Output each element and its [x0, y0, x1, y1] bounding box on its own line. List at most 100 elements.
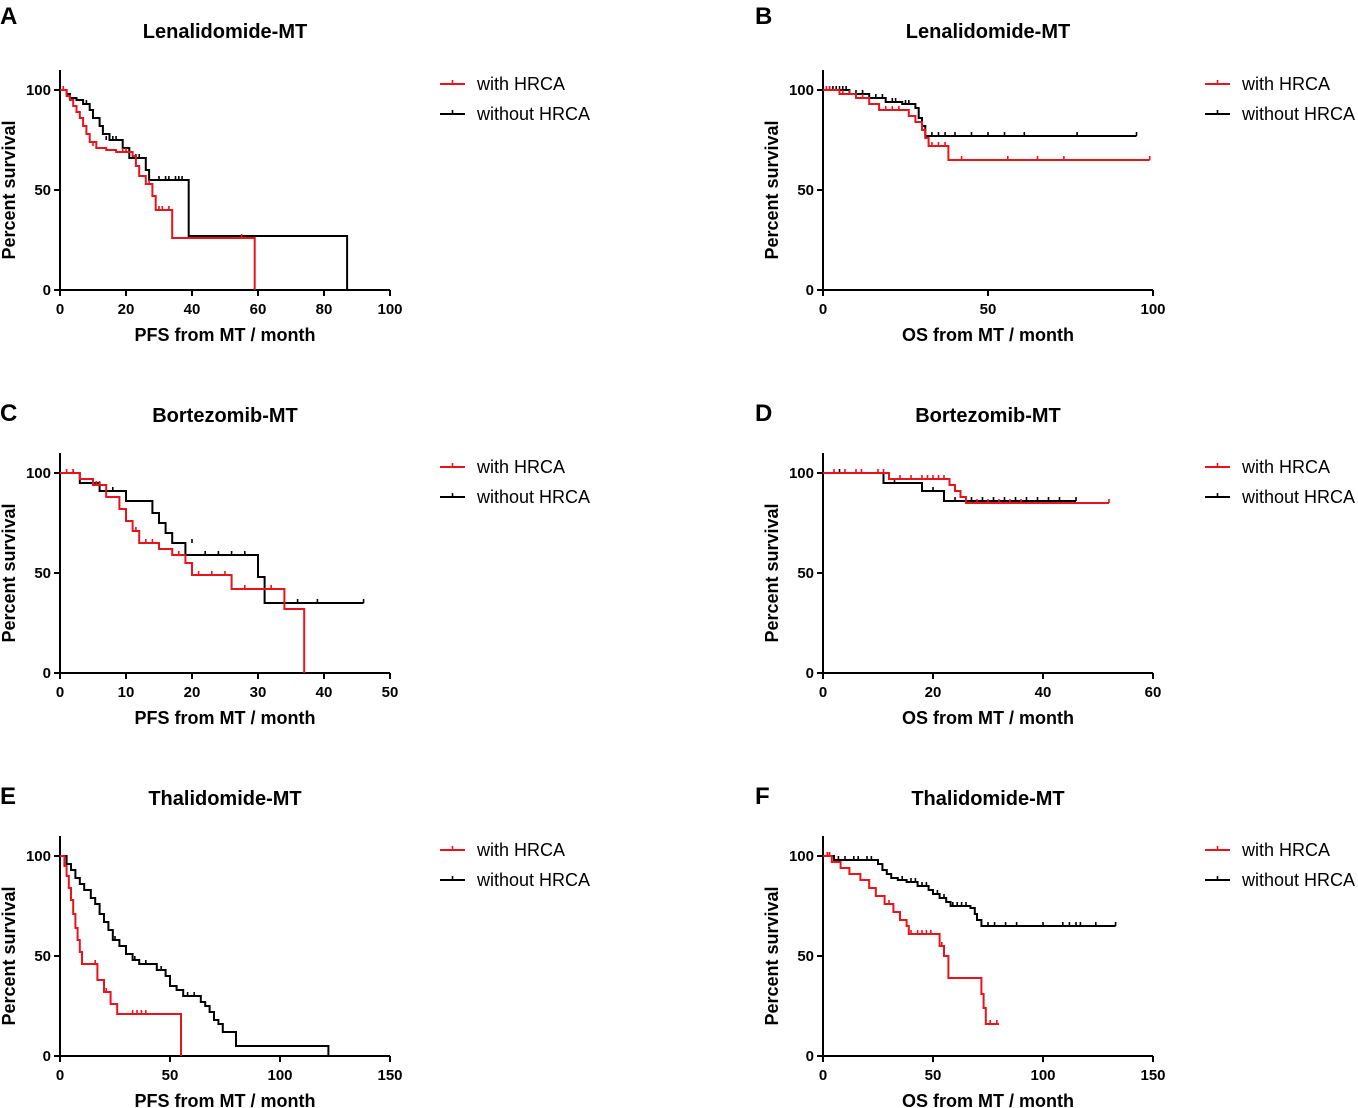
- y-tick-label: 0: [43, 1048, 51, 1065]
- chart-title: Thalidomide-MT: [148, 788, 301, 810]
- survival-curve: [60, 472, 364, 604]
- series-with-hrca: [60, 469, 306, 673]
- x-tick-label: 100: [267, 1067, 292, 1084]
- y-axis-label: Percent survival: [762, 120, 782, 259]
- legend-label: without HRCA: [476, 104, 590, 124]
- x-tick-label: 150: [1140, 1067, 1165, 1084]
- series-without-hrca: [60, 89, 349, 290]
- x-tick-label: 40: [1035, 684, 1052, 701]
- x-tick-label: 50: [980, 301, 997, 318]
- x-tick-label: 100: [1140, 301, 1165, 318]
- legend-label: without HRCA: [476, 487, 590, 507]
- legend-item: with HRCA: [440, 74, 565, 94]
- series-without-hrca: [823, 86, 1138, 137]
- x-tick-label: 100: [377, 301, 402, 318]
- survival-curve: [823, 89, 1137, 137]
- legend-item: without HRCA: [1205, 487, 1355, 507]
- x-tick-label: 0: [56, 301, 64, 318]
- y-axis-label: Percent survival: [0, 886, 19, 1025]
- survival-curve: [823, 89, 1150, 161]
- x-tick-label: 100: [1030, 1067, 1055, 1084]
- y-tick-label: 0: [806, 282, 814, 299]
- y-tick-label: 50: [34, 565, 51, 582]
- x-axis-label: PFS from MT / month: [135, 1091, 316, 1108]
- x-tick-label: 60: [1145, 684, 1162, 701]
- series-with-hrca: [60, 855, 182, 1056]
- x-tick-label: 50: [382, 684, 399, 701]
- chart-title: Bortezomib-MT: [915, 405, 1061, 427]
- legend-label: with HRCA: [476, 457, 565, 477]
- chart-title: Lenalidomide-MT: [143, 21, 307, 43]
- legend-label: without HRCA: [1241, 104, 1355, 124]
- legend-item: with HRCA: [1205, 74, 1330, 94]
- panel-a: A Lenalidomide-MT 0 50 100 0 20 40 60 80 100 PFS fr…: [0, 3, 590, 345]
- y-tick-label: 100: [789, 465, 814, 482]
- x-axis-label: OS from MT / month: [902, 1091, 1074, 1108]
- series-without-hrca: [60, 855, 330, 1056]
- x-tick-label: 0: [819, 1067, 827, 1084]
- panel-f: F Thalidomide-MT 0 50 100 0 50 100 150 OS from MT…: [755, 783, 1355, 1108]
- x-tick-label: 20: [925, 684, 942, 701]
- legend-item: without HRCA: [1205, 104, 1355, 124]
- x-tick-label: 80: [316, 301, 333, 318]
- x-tick-label: 30: [250, 684, 267, 701]
- legend-label: with HRCA: [1241, 840, 1330, 860]
- x-tick-label: 0: [819, 301, 827, 318]
- y-tick-label: 100: [26, 848, 51, 865]
- legend-item: with HRCA: [1205, 457, 1330, 477]
- survival-curve: [823, 472, 1076, 502]
- x-tick-label: 0: [56, 684, 64, 701]
- x-tick-label: 50: [162, 1067, 179, 1084]
- y-tick-label: 100: [789, 82, 814, 99]
- x-axis-label: OS from MT / month: [902, 325, 1074, 345]
- y-tick-label: 50: [797, 948, 814, 965]
- survival-curve: [823, 855, 999, 1025]
- y-tick-label: 50: [797, 565, 814, 582]
- legend-label: with HRCA: [1241, 74, 1330, 94]
- panel-e: E Thalidomide-MT 0 50 100 0 50 100 150 PFS from M…: [0, 783, 590, 1108]
- panel-letter: D: [755, 400, 772, 427]
- y-tick-label: 50: [797, 182, 814, 199]
- panel-letter: C: [0, 400, 17, 427]
- panel-letter: E: [0, 783, 16, 810]
- y-tick-label: 50: [34, 182, 51, 199]
- survival-curve: [823, 855, 1116, 927]
- series-with-hrca: [60, 86, 256, 290]
- legend-label: without HRCA: [476, 870, 590, 890]
- survival-curve: [60, 89, 256, 290]
- x-tick-label: 20: [118, 301, 135, 318]
- x-tick-label: 60: [250, 301, 267, 318]
- y-axis-label: Percent survival: [762, 503, 782, 642]
- x-tick-label: 0: [819, 684, 827, 701]
- legend-label: with HRCA: [476, 74, 565, 94]
- series-without-hrca: [823, 469, 1077, 502]
- x-tick-label: 10: [118, 684, 135, 701]
- x-tick-label: 50: [925, 1067, 942, 1084]
- y-tick-label: 0: [806, 665, 814, 682]
- series-with-hrca: [823, 852, 999, 1025]
- panel-c: C Bortezomib-MT 0 50 100 0 10 20 30 40 50 PFS from …: [0, 400, 590, 728]
- legend-label: without HRCA: [1241, 487, 1355, 507]
- y-axis-label: Percent survival: [0, 120, 19, 259]
- legend-item: without HRCA: [440, 870, 590, 890]
- survival-curve: [60, 472, 306, 673]
- series-with-hrca: [823, 469, 1110, 504]
- panel-b: B Lenalidomide-MT 0 50 100 0 50 100 OS from MT /…: [755, 3, 1355, 345]
- series-without-hrca: [823, 852, 1117, 927]
- y-axis-label: Percent survival: [0, 503, 19, 642]
- panel-letter: F: [755, 783, 770, 810]
- x-axis-label: PFS from MT / month: [135, 708, 316, 728]
- chart-title: Bortezomib-MT: [152, 405, 298, 427]
- y-tick-label: 50: [34, 948, 51, 965]
- x-axis-label: OS from MT / month: [902, 708, 1074, 728]
- x-tick-label: 40: [184, 301, 201, 318]
- y-axis-label: Percent survival: [762, 886, 782, 1025]
- y-tick-label: 0: [43, 282, 51, 299]
- legend-item: with HRCA: [1205, 840, 1330, 860]
- x-tick-label: 150: [377, 1067, 402, 1084]
- legend-item: with HRCA: [440, 457, 565, 477]
- legend-item: without HRCA: [440, 104, 590, 124]
- panel-letter: A: [0, 3, 17, 30]
- y-tick-label: 100: [26, 82, 51, 99]
